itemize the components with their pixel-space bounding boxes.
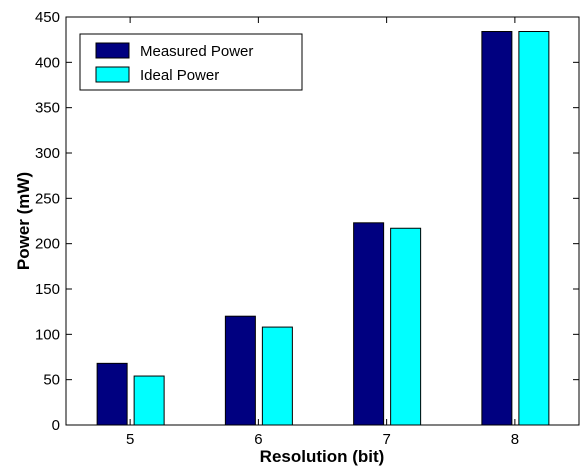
y-tick-label: 450: [35, 9, 60, 26]
y-axis: 0 50 100 150 200 250 300 350 400 450: [35, 9, 579, 434]
bar-measured-power-8: [481, 31, 513, 426]
y-axis-title: Power (mW): [14, 172, 33, 270]
legend-swatch-ideal-power: [95, 66, 130, 83]
bar-ideal-power-8: [518, 31, 550, 426]
y-tick-label: 0: [52, 417, 60, 434]
y-tick-label: 300: [35, 145, 60, 162]
x-tick-label: 7: [382, 431, 390, 448]
y-tick-label: 50: [43, 372, 60, 389]
legend-label-ideal-power: Ideal Power: [140, 67, 219, 84]
bar-measured-power-6: [224, 315, 256, 426]
y-tick-label: 100: [35, 326, 60, 343]
legend-label-measured-power: Measured Power: [140, 43, 253, 60]
bar-ideal-power-7: [390, 227, 422, 426]
y-tick-label: 200: [35, 236, 60, 253]
x-tick-label: 8: [511, 431, 519, 448]
legend-swatch-measured-power: [95, 42, 130, 59]
y-tick-label: 350: [35, 100, 60, 117]
x-tick-label: 5: [126, 431, 134, 448]
y-tick-label: 150: [35, 281, 60, 298]
y-tick-label: 400: [35, 54, 60, 71]
x-axis-title: Resolution (bit): [260, 447, 385, 466]
bars: [96, 31, 550, 426]
bar-ideal-power-6: [261, 326, 293, 426]
bar-measured-power-5: [96, 362, 128, 426]
bar-measured-power-7: [353, 222, 385, 426]
bar-ideal-power-5: [133, 375, 165, 426]
x-axis: 5 6 7 8: [126, 17, 519, 448]
legend: Measured Power Ideal Power: [79, 33, 303, 91]
x-tick-label: 6: [254, 431, 262, 448]
y-tick-label: 250: [35, 190, 60, 207]
